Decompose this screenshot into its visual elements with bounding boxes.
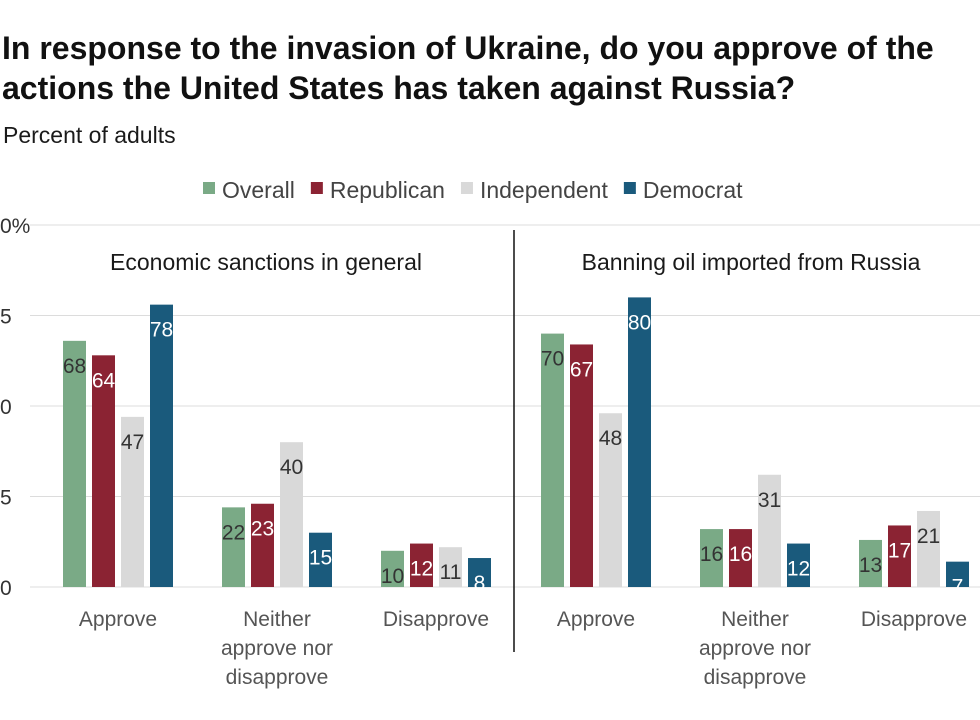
legend-label: Independent [480,177,609,203]
legend-swatch [203,182,215,194]
category-label: disapprove [226,666,329,689]
legend-swatch [310,182,323,194]
bar [150,304,173,587]
data-label: 22 [222,521,245,544]
bar [859,539,882,587]
bar [758,474,781,587]
bar [599,413,622,587]
data-label: 16 [700,543,723,566]
bar [410,543,433,587]
data-label: 31 [758,489,781,512]
data-label: 48 [599,427,622,450]
legend-swatch [623,182,636,194]
bar [92,355,115,587]
legend-label: Republican [330,177,445,203]
bar [280,442,303,587]
bar [63,340,86,587]
data-label: 8 [474,572,486,595]
bar [251,503,274,587]
category-label: Neither [721,608,789,631]
category-label: Neither [243,608,311,631]
data-label: 78 [150,319,173,342]
y-tick-label: 0 [0,396,12,419]
bar [729,529,752,587]
bar [468,558,491,587]
bar [309,532,332,587]
bar [946,561,969,587]
category-label: Approve [557,608,635,631]
data-label: 67 [570,358,593,381]
data-label: 12 [410,558,433,581]
panels: Economic sanctions in general68644778App… [63,230,969,689]
category-label: Disapprove [383,608,489,631]
y-tick-label: 5 [0,306,12,329]
bar [541,333,564,587]
category-label: Disapprove [861,608,967,631]
panel-title: Economic sanctions in general [110,249,422,275]
bar [570,344,593,587]
bar [787,543,810,587]
y-tick-label: 0% [0,215,30,238]
panel-title: Banning oil imported from Russia [582,249,921,275]
data-label: 80 [628,311,651,334]
bar [381,550,404,587]
chart-title: In response to the invasion of Ukraine, … [2,30,934,106]
data-label: 40 [280,456,303,479]
data-label: 47 [121,431,144,454]
data-label: 12 [787,558,810,581]
data-label: 23 [251,518,274,541]
data-label: 11 [440,561,462,584]
data-label: 64 [92,369,116,392]
chart-subtitle: Percent of adults [3,122,176,148]
bar [917,510,940,587]
bar [121,416,144,587]
category-label: approve nor [221,637,333,660]
data-label: 70 [541,348,564,371]
data-label: 16 [729,543,752,566]
legend-label: Overall [222,177,295,203]
y-axis: 0 5 0 5 0% [0,215,30,600]
category-label: approve nor [699,637,811,660]
bar [222,507,245,587]
data-label: 17 [888,539,911,562]
bar [628,297,651,587]
category-label: disapprove [704,666,807,689]
gridlines [30,224,980,588]
data-label: 7 [952,576,964,599]
legend-swatch [460,182,473,194]
data-label: 13 [859,554,882,577]
data-label: 21 [917,525,940,548]
bar [439,547,462,587]
panel: Economic sanctions in general 68 64 47 78 App… [63,249,491,689]
y-tick-label: 5 [0,487,12,510]
data-label: 15 [309,547,332,570]
legend: Overall Republican Independent Democrat [203,177,743,203]
data-label: 68 [63,355,86,378]
panel: Banning oil imported from Russia 70 67 48 80… [541,249,969,689]
bar [888,525,911,587]
legend-label: Democrat [643,177,743,203]
bar [700,529,723,587]
category-label: Approve [79,608,157,631]
data-label: 10 [381,565,404,588]
y-tick-label: 0 [0,577,12,600]
